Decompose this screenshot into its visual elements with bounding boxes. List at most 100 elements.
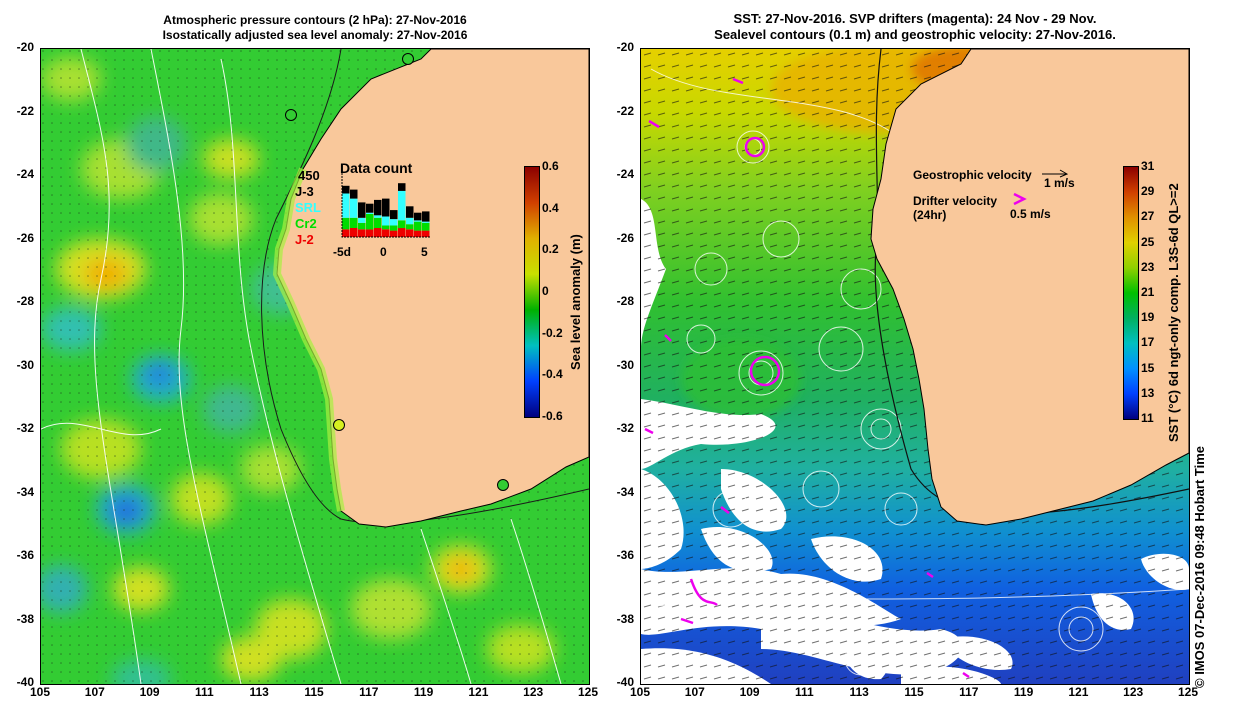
sst-colorbar-tick-3: 25 bbox=[1141, 234, 1155, 249]
right-xtick-5: 115 bbox=[904, 685, 924, 699]
left-ytick-4: -28 bbox=[16, 294, 34, 308]
geostrophic-scale-arrow bbox=[1042, 169, 1069, 178]
sla-map-canvas bbox=[41, 49, 589, 684]
sst-colorbar-tick-9: 13 bbox=[1141, 385, 1155, 400]
geostrophic-velocity-label: Geostrophic velocity bbox=[913, 168, 1032, 182]
count-bar-2-j2 bbox=[358, 229, 366, 237]
drifter-scale-value: 0.5 m/s bbox=[1010, 207, 1051, 221]
count-bar-6-j2 bbox=[390, 230, 398, 237]
sla-colorbar-tick-2: 0.2 bbox=[542, 242, 559, 257]
count-bar-3-srl bbox=[366, 212, 374, 214]
sla-colorbar-tick-6: -0.6 bbox=[542, 409, 563, 423]
count-bar-5-cr2 bbox=[382, 225, 390, 230]
data-count-xtick-2: 5 bbox=[421, 245, 428, 259]
right-xtick-10: 125 bbox=[1177, 685, 1199, 699]
sst-colorbar-tick-6: 19 bbox=[1141, 310, 1155, 325]
legend-j-2: J-2 bbox=[295, 232, 314, 247]
left-ytick-8: -36 bbox=[16, 548, 34, 562]
data-count-chart bbox=[341, 173, 430, 238]
sea-level-anomaly-map[interactable] bbox=[40, 48, 590, 685]
count-bar-10-cr2 bbox=[422, 222, 430, 231]
left-xtick-2: 109 bbox=[139, 685, 160, 699]
right-xtick-4: 113 bbox=[849, 685, 869, 699]
sla-colorbar-tick-5: -0.4 bbox=[542, 367, 563, 382]
count-bar-7-srl bbox=[398, 190, 406, 221]
count-bar-2-j3 bbox=[358, 202, 366, 218]
right-ytick-7: -34 bbox=[616, 484, 634, 499]
count-bar-8-j3 bbox=[406, 206, 414, 218]
count-bar-0-j2 bbox=[342, 229, 350, 237]
right-ytick-8: -36 bbox=[616, 548, 634, 562]
left-xtick-10: 125 bbox=[577, 685, 599, 699]
count-bar-9-j3 bbox=[414, 212, 422, 221]
sla-colorbar-label: Sea level anomaly (m) bbox=[568, 234, 583, 370]
sla-colorbar bbox=[524, 166, 540, 418]
right-ytick-0: -20 bbox=[616, 40, 634, 54]
legend-srl: SRL bbox=[295, 200, 321, 215]
count-bar-6-srl bbox=[390, 219, 398, 226]
count-bar-10-srl bbox=[422, 221, 430, 223]
sst-colorbar bbox=[1123, 166, 1139, 420]
count-bar-4-j2 bbox=[374, 228, 382, 237]
right-xtick-3: 111 bbox=[795, 685, 814, 699]
right-xtick-1: 107 bbox=[684, 685, 705, 699]
right-xtick-7: 119 bbox=[1013, 685, 1034, 699]
sla-colorbar-tick-0: 0.6 bbox=[542, 159, 559, 173]
right-xtick-0: 105 bbox=[629, 685, 651, 699]
count-bar-6-cr2 bbox=[390, 225, 398, 231]
count-bar-0-cr2 bbox=[342, 217, 350, 230]
count-bar-1-srl bbox=[350, 198, 358, 218]
count-bar-9-j2 bbox=[414, 230, 422, 237]
drifter-velocity-period: (24hr) bbox=[913, 208, 947, 222]
count-bar-3-j2 bbox=[366, 229, 374, 237]
left-xtick-3: 111 bbox=[195, 685, 214, 699]
count-bar-7-j3 bbox=[398, 183, 406, 191]
left-title-line2: Isostatically adjusted sea level anomaly… bbox=[162, 28, 468, 42]
sst-map[interactable] bbox=[640, 48, 1190, 685]
count-bar-2-srl bbox=[358, 217, 366, 223]
count-bar-5-j2 bbox=[382, 229, 390, 237]
sst-colorbar-tick-0: 31 bbox=[1141, 159, 1155, 173]
count-bar-0-j3 bbox=[342, 185, 350, 194]
left-xtick-9: 123 bbox=[523, 685, 544, 699]
right-xtick-2: 109 bbox=[739, 685, 760, 699]
count-bar-8-j2 bbox=[406, 229, 414, 237]
right-title: SST: 27-Nov-2016. SVP drifters (magenta)… bbox=[640, 11, 1190, 43]
count-bar-4-j3 bbox=[374, 199, 382, 216]
count-bar-9-cr2 bbox=[414, 221, 422, 231]
count-bar-3-cr2 bbox=[366, 214, 374, 230]
data-count-inset: Data count 450 J-3 SRL Cr2 J-2 -5d 0 5 bbox=[290, 155, 450, 265]
count-bar-5-srl bbox=[382, 216, 390, 226]
left-xtick-8: 121 bbox=[468, 685, 489, 699]
count-bar-3-j3 bbox=[366, 203, 374, 213]
data-count-xtick-0: -5d bbox=[333, 245, 351, 259]
data-count-xtick-1: 0 bbox=[380, 245, 387, 259]
count-bar-1-cr2 bbox=[350, 217, 358, 228]
right-ytick-3: -26 bbox=[616, 230, 634, 245]
right-title-line1: SST: 27-Nov-2016. SVP drifters (magenta)… bbox=[733, 11, 1097, 26]
count-bar-10-j3 bbox=[422, 211, 430, 222]
legend-j-3: J-3 bbox=[295, 184, 314, 199]
sla-colorbar-tick-4: -0.2 bbox=[542, 325, 563, 340]
right-ytick-5: -30 bbox=[616, 357, 634, 372]
sst-colorbar-tick-2: 27 bbox=[1141, 209, 1155, 224]
sst-colorbar-tick-7: 17 bbox=[1141, 335, 1155, 350]
left-xtick-1: 107 bbox=[84, 685, 105, 699]
right-ytick-6: -32 bbox=[616, 421, 634, 435]
sst-colorbar-tick-5: 21 bbox=[1141, 285, 1155, 299]
left-ytick-9: -38 bbox=[16, 611, 34, 626]
left-xtick-6: 117 bbox=[359, 685, 379, 699]
count-bar-5-j3 bbox=[382, 198, 390, 217]
left-ytick-10: -40 bbox=[16, 675, 34, 689]
left-xtick-0: 105 bbox=[29, 685, 51, 699]
sla-colorbar-tick-3: 0 bbox=[542, 284, 549, 298]
left-ytick-2: -24 bbox=[16, 167, 34, 181]
count-bar-4-cr2 bbox=[374, 217, 382, 228]
left-xtick-7: 119 bbox=[413, 685, 434, 699]
left-ytick-5: -30 bbox=[16, 357, 34, 372]
left-title: Atmospheric pressure contours (2 hPa): 2… bbox=[40, 13, 590, 43]
data-count-title: Data count bbox=[340, 160, 413, 176]
right-ytick-9: -38 bbox=[616, 611, 634, 626]
sst-colorbar-tick-8: 15 bbox=[1141, 360, 1155, 375]
geostrophic-scale-value: 1 m/s bbox=[1044, 176, 1075, 190]
